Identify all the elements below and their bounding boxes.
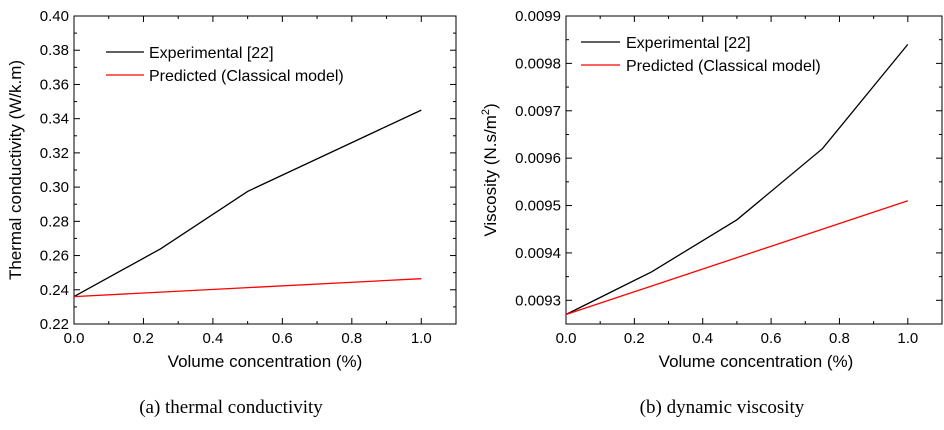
x-tick-label: 0.8 bbox=[829, 330, 850, 347]
legend-label-predicted: Predicted (Classical model) bbox=[626, 58, 821, 75]
y-tick-label: 0.38 bbox=[40, 42, 69, 59]
y-tick-labels: 0.0093 0.0094 0.0095 0.0096 0.0097 0.0098 0.00… bbox=[515, 8, 561, 309]
y-tick-label: 0.0093 bbox=[515, 292, 561, 309]
x-axis-label: Volume concentration (%) bbox=[659, 352, 854, 371]
y-tick-label: 0.0098 bbox=[515, 55, 561, 72]
chart-dynamic-viscosity: 0.0 0.2 0.4 0.6 0.8 1.0 0.00930.00940.00950.0… bbox=[480, 8, 943, 418]
plot-frame bbox=[565, 15, 943, 325]
y-tick-label: 0.0094 bbox=[515, 245, 561, 262]
x-tick-label: 0.2 bbox=[133, 330, 154, 347]
x-tick-labels: 0.0 0.2 0.4 0.6 0.8 1.0 bbox=[64, 330, 432, 347]
x-axis-label: Volume concentration (%) bbox=[168, 352, 363, 371]
legend: Experimental [22] Predicted (Classical m… bbox=[106, 45, 344, 85]
x-tick-labels: 0.0 0.2 0.4 0.6 0.8 1.0 bbox=[556, 330, 919, 347]
x-tick-label: 0.0 bbox=[64, 330, 85, 347]
legend-label-experimental: Experimental [22] bbox=[149, 45, 274, 62]
y-tick-label: 0.40 bbox=[40, 8, 69, 25]
x-tick-label: 0.4 bbox=[202, 330, 223, 347]
y-axis-label: Thermal conductivity (W/k.m) bbox=[6, 60, 25, 280]
y-tick-label: 0.36 bbox=[40, 76, 69, 93]
caption-a: (a) thermal conductivity bbox=[139, 397, 323, 418]
axis-ticks bbox=[565, 15, 942, 324]
x-tick-label: 0.8 bbox=[341, 330, 362, 347]
plot-frame bbox=[73, 15, 457, 325]
y-axis-label-main: Viscosity (N.s/m bbox=[481, 115, 500, 237]
y-axis-label-sup: 2 bbox=[480, 109, 492, 115]
x-tick-label: 1.0 bbox=[411, 330, 432, 347]
x-tick-label: 0.6 bbox=[272, 330, 293, 347]
x-tick-label: 0.4 bbox=[692, 330, 713, 347]
y-tick-label: 0.22 bbox=[40, 316, 69, 333]
x-tick-label: 0.6 bbox=[761, 330, 782, 347]
y-tick-labels: 0.22 0.24 0.26 0.28 0.30 0.32 0.34 0.36 0.38 0.40 bbox=[40, 8, 69, 333]
series-lines bbox=[565, 43, 909, 316]
x-tick-label: 0.2 bbox=[624, 330, 645, 347]
series-lines bbox=[73, 109, 422, 298]
y-tick-label: 0.0096 bbox=[515, 150, 561, 167]
legend-label-predicted: Predicted (Classical model) bbox=[149, 68, 344, 85]
series-experimental-line bbox=[565, 43, 909, 316]
y-axis-label-end: ) bbox=[481, 103, 500, 109]
y-tick-label: 0.0097 bbox=[515, 103, 561, 120]
y-tick-label: 0.28 bbox=[40, 213, 69, 230]
y-tick-label: 0.0099 bbox=[515, 8, 561, 25]
y-tick-label: 0.32 bbox=[40, 145, 69, 162]
caption-b: (b) dynamic viscosity bbox=[640, 397, 805, 418]
x-tick-label: 1.0 bbox=[897, 330, 918, 347]
legend: Experimental [22] Predicted (Classical m… bbox=[581, 35, 821, 75]
series-experimental-line bbox=[73, 109, 422, 298]
y-tick-label: 0.30 bbox=[40, 179, 69, 196]
legend-label-experimental: Experimental [22] bbox=[626, 35, 751, 52]
y-tick-label: 0.0095 bbox=[515, 198, 561, 215]
series-predicted-line bbox=[565, 200, 909, 316]
x-tick-label: 0.0 bbox=[556, 330, 577, 347]
chart-thermal-conductivity: 0.0 0.2 0.4 0.6 0.8 1.0 0.220.240.260.280.300… bbox=[6, 8, 457, 418]
y-tick-label: 0.34 bbox=[40, 111, 69, 128]
axis-ticks bbox=[73, 15, 456, 325]
series-predicted-line bbox=[73, 278, 422, 298]
y-tick-label: 0.26 bbox=[40, 248, 69, 265]
y-axis-label: Viscosity (N.s/m2) bbox=[480, 103, 500, 236]
y-tick-label: 0.24 bbox=[40, 282, 69, 299]
